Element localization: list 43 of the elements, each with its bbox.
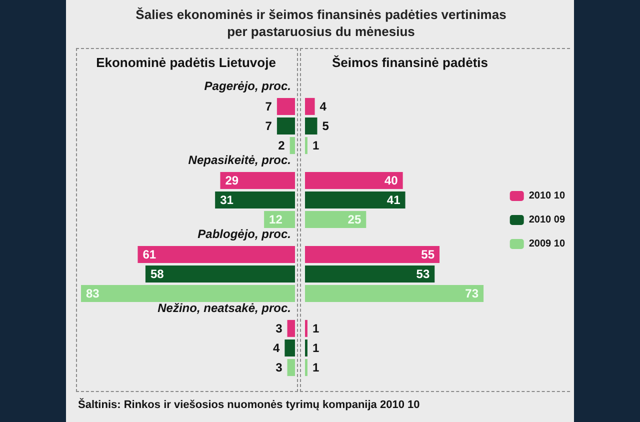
data-label: 25 <box>348 212 362 227</box>
chart-subtitle: Šeimos finansinė padėtis <box>330 55 490 70</box>
data-label: 61 <box>142 247 156 262</box>
data-label: 29 <box>225 173 239 188</box>
y-tick-label: Pagerėjo, proc. <box>204 79 292 93</box>
legend-label: 2009 10 <box>528 238 566 250</box>
text: Šaltinis: Rinkos ir viešosios nuomonės tyrimų kompanija 2010 10 <box>78 399 420 411</box>
data-label: 73 <box>465 286 479 301</box>
bar <box>305 211 366 228</box>
data-label: 1 <box>312 321 320 336</box>
data-label: 7 <box>265 99 272 114</box>
data-label: 83 <box>86 286 100 301</box>
bar <box>305 118 318 134</box>
data-label: 12 <box>269 212 283 227</box>
data-label: 41 <box>386 193 401 207</box>
data-label: 2 <box>278 138 286 153</box>
bar <box>305 285 484 302</box>
data-label: 1 <box>312 360 320 375</box>
data-label: 5 <box>322 119 330 133</box>
legend-label: 2010 09 <box>528 214 566 226</box>
data-label: 1 <box>312 341 320 355</box>
data-label: 31 <box>220 193 234 207</box>
data-label: 3 <box>276 360 283 375</box>
data-label: 55 <box>421 247 435 262</box>
text: Šalies ekonominės ir šeimos finansinės padėties vertinimas per pastaruosius du mėnesius <box>134 6 508 40</box>
data-label: 1 <box>312 138 320 153</box>
y-tick-label: Pablogėjo, proc. <box>198 227 292 241</box>
bar <box>305 246 440 263</box>
bar <box>305 98 315 115</box>
bar <box>305 172 403 189</box>
text: Ekonominė padėtis Lietuvoje <box>95 55 277 70</box>
data-label: 4 <box>273 341 280 355</box>
bar <box>305 192 406 208</box>
data-label: 40 <box>384 173 398 188</box>
legend-label: 2010 10 <box>528 190 566 202</box>
y-tick-label: Nepasikeitė, proc. <box>188 153 292 167</box>
y-tick-label: Nežino, neatsakė, proc. <box>158 301 292 315</box>
data-label: 58 <box>150 267 164 281</box>
data-label: 4 <box>320 99 327 114</box>
data-label: 7 <box>265 119 272 133</box>
data-label: 53 <box>416 267 430 281</box>
data-label: 3 <box>276 321 283 336</box>
bar <box>305 266 435 282</box>
